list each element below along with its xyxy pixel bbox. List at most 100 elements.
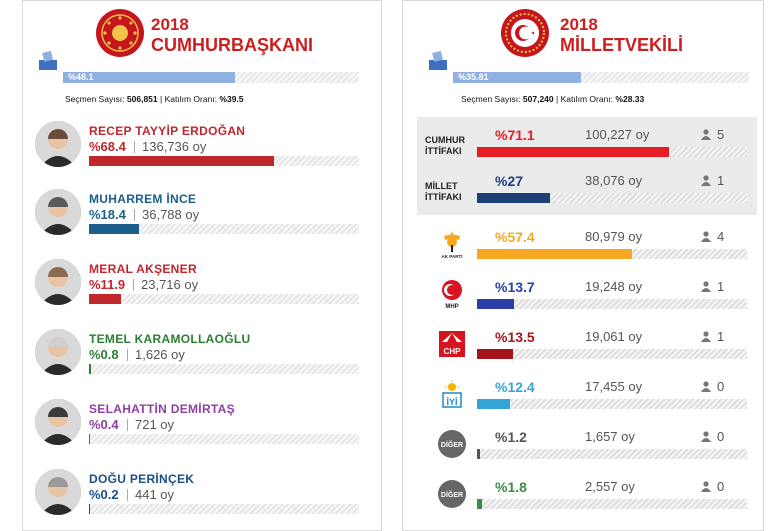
candidate-votes: 36,788 oy	[142, 207, 200, 222]
svg-text:DİĞER: DİĞER	[441, 440, 463, 449]
candidate-percent: %0.8	[89, 347, 119, 362]
party-votes: 80,979 oy	[585, 229, 643, 244]
alliance-vote-fill	[477, 147, 669, 157]
stats-separator: |	[556, 94, 559, 104]
candidate-vote-fill	[89, 504, 91, 514]
party-vote-fill	[477, 299, 514, 309]
ballot-box-icon	[37, 50, 59, 71]
candidate-row: SELAHATTİN DEMİRTAŞ %0.4 721 oy	[23, 399, 383, 459]
presidential-seal-icon	[96, 9, 144, 57]
seat-count: 0	[717, 479, 725, 494]
voters-label: Seçmen Sayısı:	[65, 94, 125, 104]
parliament-panel: 2018 MİLLETVEKİLİ %35.81 Seçmen Sayısı: …	[402, 0, 764, 531]
candidate-name: RECEP TAYYİP ERDOĞAN	[89, 124, 246, 138]
presidential-participation-bar: %48.1	[63, 72, 359, 83]
party-votes: 1,657 oy	[585, 429, 635, 444]
party-row: DİĞER %1.2 1,657 oy 0	[417, 425, 757, 473]
participation-label: %35.81	[458, 72, 489, 82]
party-percent: %13.7	[495, 279, 535, 295]
party-percent: %1.8	[495, 479, 527, 495]
party-row: İYİ %12.4 17,455 oy 0	[417, 375, 757, 423]
alliance-vote-bar	[477, 147, 747, 157]
candidate-photo	[35, 469, 81, 515]
svg-text:İYİ: İYİ	[446, 397, 457, 407]
separator	[134, 141, 135, 153]
alliance-vote-fill	[477, 193, 550, 203]
seat-count: 1	[717, 329, 725, 344]
participation-fill	[453, 72, 581, 83]
seat-count: 5	[717, 127, 725, 142]
candidate-row: DOĞU PERİNÇEK %0.2 441 oy	[23, 469, 383, 529]
alliance-label-line2: İTTİFAKI	[425, 192, 462, 202]
parliament-year: 2018	[560, 15, 598, 34]
party-vote-bar	[477, 449, 747, 459]
voters-count: 506,851	[126, 94, 158, 104]
separator	[127, 419, 128, 431]
candidate-row: RECEP TAYYİP ERDOĞAN %68.4 136,736 oy	[23, 121, 383, 181]
party-votes: 19,248 oy	[585, 279, 643, 294]
seat-count: 1	[717, 173, 725, 188]
chp-logo: CHP	[437, 329, 467, 359]
candidate-photo	[35, 189, 81, 235]
seat-count: 0	[717, 379, 725, 394]
turnout-label: Katılım Oranı:	[560, 94, 614, 104]
seat-count: 0	[717, 429, 725, 444]
separator	[127, 349, 128, 361]
candidate-name: MUHARREM İNCE	[89, 192, 197, 206]
candidate-row: MERAL AKŞENER %11.9 23,716 oy	[23, 259, 383, 319]
candidate-row: TEMEL KARAMOLLAOĞLU %0.8 1,626 oy	[23, 329, 383, 389]
user-icon	[701, 480, 711, 492]
candidate-percent: %0.4	[89, 417, 119, 432]
candidate-row: MUHARREM İNCE %18.4 36,788 oy	[23, 189, 383, 249]
alliance-label-line2: İTTİFAKI	[425, 146, 462, 156]
party-seats: 0	[701, 379, 724, 394]
parliament-seal-icon	[501, 9, 549, 57]
party-votes: 2,557 oy	[585, 479, 635, 494]
seat-count: 4	[717, 229, 725, 244]
candidate-percent: %18.4	[89, 207, 126, 222]
party-vote-fill	[477, 349, 514, 359]
candidate-percent: %68.4	[89, 139, 126, 154]
parliament-participation-bar: %35.81	[453, 72, 749, 83]
user-icon	[701, 330, 711, 342]
party-vote-bar	[477, 499, 747, 509]
candidate-photo	[35, 121, 81, 167]
svg-text:AK PARTİ: AK PARTİ	[442, 253, 463, 259]
candidate-votes: 136,736 oy	[142, 139, 207, 154]
party-vote-bar	[477, 299, 747, 309]
separator	[134, 209, 135, 221]
participation-label: %48.1	[68, 72, 94, 82]
party-row: AK PARTİ %57.4 80,979 oy 4	[417, 225, 757, 273]
user-icon	[701, 280, 711, 292]
alliance-label: MİLLET İTTİFAKI	[425, 181, 462, 203]
party-seats: 0	[701, 479, 724, 494]
diger-logo: DİĞER	[437, 429, 467, 459]
candidate-vote-bar	[89, 224, 359, 234]
party-vote-fill	[477, 449, 481, 459]
candidate-vote-bar	[89, 504, 359, 514]
party-vote-fill	[477, 399, 511, 409]
candidate-vote-fill	[89, 434, 91, 444]
party-seats: 4	[701, 229, 724, 244]
akparti-logo: AK PARTİ	[437, 229, 467, 259]
candidate-vote-fill	[89, 156, 274, 166]
svg-text:CHP: CHP	[444, 347, 462, 356]
candidate-vote-bar	[89, 156, 359, 166]
candidate-name: SELAHATTİN DEMİRTAŞ	[89, 402, 235, 416]
alliance-row: MİLLET İTTİFAKI %27 38,076 oy 1	[417, 169, 757, 217]
presidential-title: 2018 CUMHURBAŞKANI	[151, 15, 313, 55]
presidential-title-text: CUMHURBAŞKANI	[151, 35, 313, 55]
party-percent: %13.5	[495, 329, 535, 345]
stats-separator: |	[160, 94, 163, 104]
candidate-vote-fill	[89, 364, 92, 374]
alliance-label-line1: MİLLET	[425, 181, 458, 191]
candidate-percent: %11.9	[89, 277, 126, 292]
parliament-stats: Seçmen Sayısı: 507,240 | Katılım Oranı: …	[461, 94, 644, 104]
party-seats: 0	[701, 429, 724, 444]
alliance-percent: %71.1	[495, 127, 535, 143]
party-votes: 17,455 oy	[585, 379, 643, 394]
separator	[127, 489, 128, 501]
diger-logo: DİĞER	[437, 479, 467, 509]
alliance-label-line1: CUMHUR	[425, 135, 465, 145]
party-percent: %12.4	[495, 379, 535, 395]
